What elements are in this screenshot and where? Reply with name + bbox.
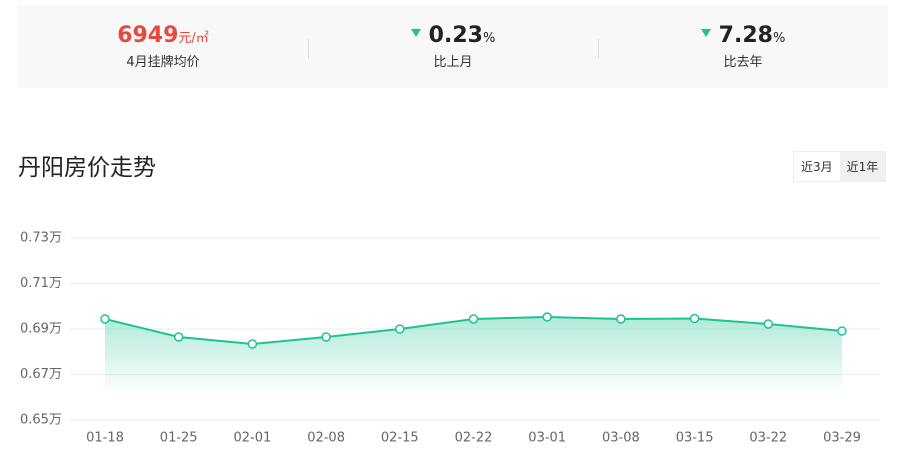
stat-value: 0.23% [308,23,598,48]
y-tick-label: 0.73万 [20,231,62,246]
y-tick-label: 0.67万 [20,367,62,382]
x-tick-label: 02-01 [234,431,272,446]
down-icon [410,29,421,37]
section-title: 丹阳房价走势 [18,155,156,181]
point [321,332,331,342]
point [616,314,626,324]
point [100,314,110,324]
y-tick-label: 0.65万 [20,413,62,428]
x-tick-label: 03-22 [749,431,787,446]
stat-unit: % [772,31,786,46]
y-tick-label: 0.71万 [20,276,62,291]
area [105,316,842,390]
x-tick-label: 03-08 [602,431,640,446]
stat-label: 比上月 [433,55,473,70]
x-tick-label: 03-15 [676,431,714,446]
x-tick-label: 01-25 [160,431,198,446]
x-tick-label: 02-08 [307,431,345,446]
stat-unit: % [482,31,496,46]
stat-number: 7.28 [718,23,773,48]
x-tick-label: 02-15 [381,431,419,446]
point [247,339,258,349]
x-tick-label: 02-22 [455,431,493,446]
point [395,324,405,334]
range-button[interactable]: 近3月 [801,160,833,174]
stat-label: 4月挂牌均价 [126,55,200,70]
point [689,313,700,324]
stats-bar: 6949元/㎡ 4月挂牌均价 0.23% 比上月 7.28% 比去年 [18,5,888,88]
stat: 0.23% 比上月 [308,5,598,88]
point [837,326,847,336]
stat-value: 6949元/㎡ [18,23,308,48]
stat: 6949元/㎡ 4月挂牌均价 [18,5,308,88]
x-tick-label: 03-29 [823,431,861,446]
point [173,332,184,342]
down-icon [700,29,711,37]
range-toggle: 近3月 近1年 [793,151,887,182]
stat-number: 0.23 [428,23,483,48]
x-tick-label: 01-18 [86,431,124,446]
point [468,314,479,324]
x-tick-label: 03-01 [528,431,566,446]
point [763,319,774,329]
stat: 7.28% 比去年 [598,5,888,88]
stat-label: 比去年 [723,55,763,70]
stat-value: 7.28% [598,23,888,48]
range-button[interactable]: 近1年 [839,152,886,181]
stat-unit: 元/㎡ [178,31,209,46]
y-tick-label: 0.69万 [20,322,62,337]
stat-number: 6949 [117,23,179,48]
point [542,312,552,322]
